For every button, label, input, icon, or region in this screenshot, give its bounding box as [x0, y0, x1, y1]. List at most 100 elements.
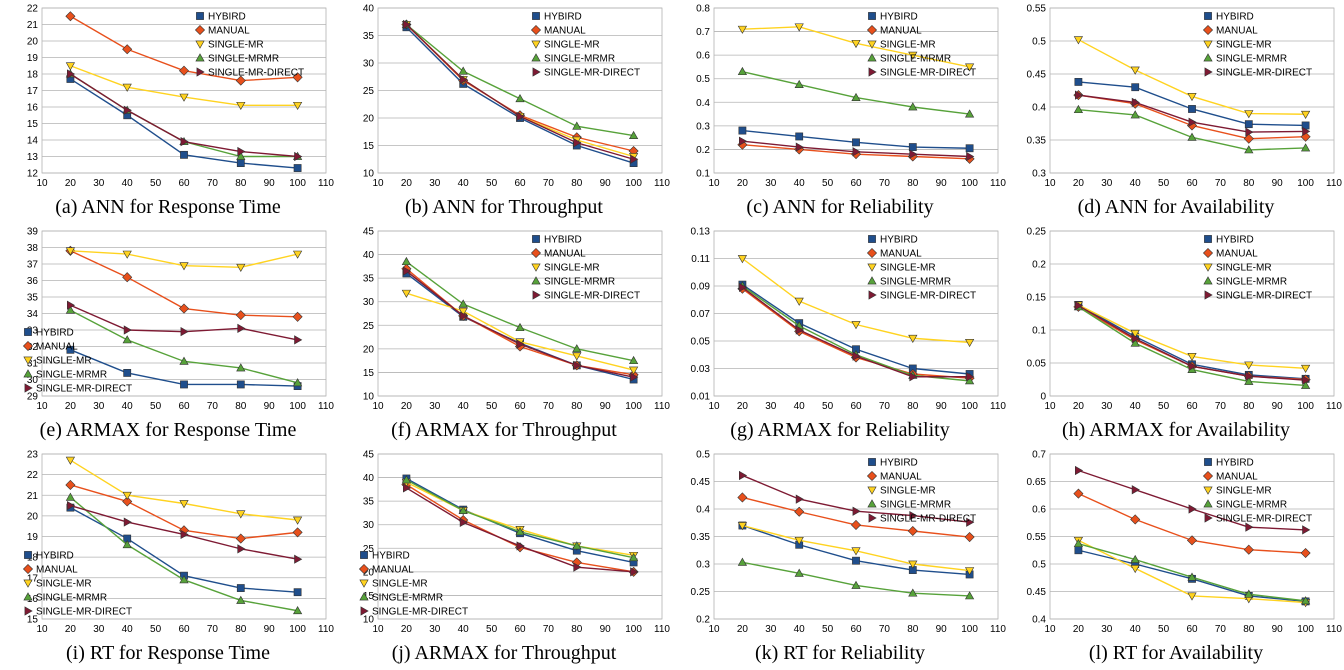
data-point: [236, 363, 246, 372]
y-tick-label: 0.4: [696, 505, 710, 516]
legend-marker: [867, 486, 877, 495]
data-point: [1075, 90, 1084, 100]
data-point: [292, 378, 303, 387]
chart-panel: 0.4 0.45 0.5 0.55 0.6 0.65 0.7 10 20 30 40 50 60 70 80…: [1008, 446, 1344, 669]
x-tick-label: 10: [372, 401, 384, 412]
y-tick-label: 0.1: [696, 169, 710, 180]
data-point: [122, 335, 132, 344]
y-tick-label: 0.5: [696, 450, 710, 461]
y-tick-label: 0.5: [1032, 37, 1046, 48]
y-tick-label: 23: [27, 450, 39, 461]
x-tick-label: 20: [1073, 401, 1085, 412]
line-chart: 0.1 0.2 0.3 0.4 0.5 0.6 0.7 0.8 10 20 30 40 50 60 70 80…: [696, 4, 1006, 190]
x-tick-label: 30: [765, 401, 777, 412]
data-point: [1244, 589, 1254, 598]
data-point: [179, 575, 189, 584]
data-point: [1243, 544, 1254, 555]
y-tick-label: 30: [27, 375, 39, 386]
data-point: [235, 310, 246, 321]
chart-caption: (b) ANN for Throughput: [405, 196, 603, 218]
legend-marker: [23, 356, 33, 365]
data-point: [67, 69, 76, 79]
x-tick-label: 100: [1297, 624, 1314, 635]
data-point: [852, 138, 860, 147]
legend-marker: [868, 513, 877, 523]
data-point: [966, 372, 975, 382]
legend-marker: [195, 40, 205, 49]
data-point: [908, 143, 917, 151]
chart-panel: 0.01 0.03 0.05 0.07 0.09 0.11 0.13 10 20 30 40 50 60…: [672, 223, 1008, 446]
data-point: [1130, 554, 1140, 563]
legend-label: SINGLE-MRMR: [1216, 500, 1287, 511]
data-point: [403, 19, 412, 30]
legend-marker: [531, 40, 541, 49]
x-tick-label: 80: [571, 624, 583, 635]
x-tick-label: 110: [990, 401, 1006, 412]
y-tick-label: 0.05: [691, 337, 711, 348]
data-point: [739, 136, 748, 146]
x-tick-label: 10: [1044, 401, 1056, 412]
legend-marker: [23, 369, 33, 378]
x-tick-label: 60: [178, 624, 190, 635]
y-tick-label: 0.5: [696, 74, 710, 85]
x-tick-label: 30: [429, 401, 441, 412]
x-tick-label: 30: [1101, 624, 1113, 635]
data-point: [628, 553, 639, 562]
data-point: [67, 500, 76, 511]
x-tick-label: 40: [794, 624, 806, 635]
chart-caption: (d) ANN for Availability: [1077, 196, 1275, 218]
x-tick-label: 70: [879, 624, 891, 635]
data-point: [794, 297, 804, 306]
data-point: [572, 352, 582, 361]
x-tick-label: 50: [1158, 624, 1170, 635]
data-point: [852, 147, 861, 157]
x-tick-label: 60: [178, 178, 190, 189]
x-tick-label: 20: [401, 401, 413, 412]
y-tick-label: 45: [363, 450, 375, 461]
y-tick-label: 0.5: [1032, 560, 1046, 571]
y-tick-label: 0.15: [1027, 293, 1047, 304]
data-point: [237, 146, 246, 157]
data-point: [122, 44, 133, 55]
legend-marker: [531, 276, 541, 285]
legend-marker: [1204, 12, 1212, 20]
data-point: [1131, 333, 1140, 344]
data-point: [1188, 504, 1197, 514]
y-tick-label: 0.11: [691, 254, 710, 265]
y-tick-label: 25: [363, 86, 375, 97]
data-point: [1073, 104, 1084, 114]
data-point: [1130, 66, 1140, 75]
x-tick-label: 110: [318, 624, 334, 635]
y-tick-label: 17: [27, 86, 39, 97]
data-point: [1073, 488, 1084, 499]
y-tick-label: 30: [363, 59, 375, 70]
x-tick-label: 20: [737, 624, 749, 635]
legend-label: MANUAL: [880, 26, 922, 37]
data-point: [65, 305, 76, 314]
data-point: [1300, 596, 1311, 605]
data-point: [794, 23, 804, 32]
x-tick-label: 60: [1186, 624, 1198, 635]
x-tick-label: 70: [1215, 401, 1227, 412]
data-point: [403, 266, 412, 276]
data-point: [852, 556, 860, 565]
legend-label: SINGLE-MRMR: [880, 277, 951, 288]
x-tick-label: 90: [600, 401, 612, 412]
data-point: [66, 345, 75, 354]
legend-label: SINGLE-MR: [36, 579, 92, 590]
x-tick-label: 30: [765, 624, 777, 635]
data-point: [179, 356, 189, 365]
legend-label: MANUAL: [1216, 249, 1258, 260]
y-tick-label: 0.3: [1032, 169, 1046, 180]
x-tick-label: 90: [600, 178, 612, 189]
x-tick-label: 70: [207, 401, 219, 412]
y-tick-label: 15: [27, 615, 39, 626]
x-tick-label: 40: [458, 624, 470, 635]
data-point: [236, 510, 246, 519]
y-tick-label: 0.55: [1027, 4, 1047, 15]
data-point: [795, 132, 804, 141]
legend-marker: [24, 328, 32, 336]
line-chart: 0.3 0.35 0.4 0.45 0.5 0.55 10 20 30 40 50 60 70 80 90 1…: [1027, 4, 1343, 190]
x-tick-label: 100: [961, 401, 978, 412]
line-chart: 10 15 20 25 30 35 40 45 10 20 30 40 50 60 70 80 90 100 110…: [358, 450, 670, 635]
